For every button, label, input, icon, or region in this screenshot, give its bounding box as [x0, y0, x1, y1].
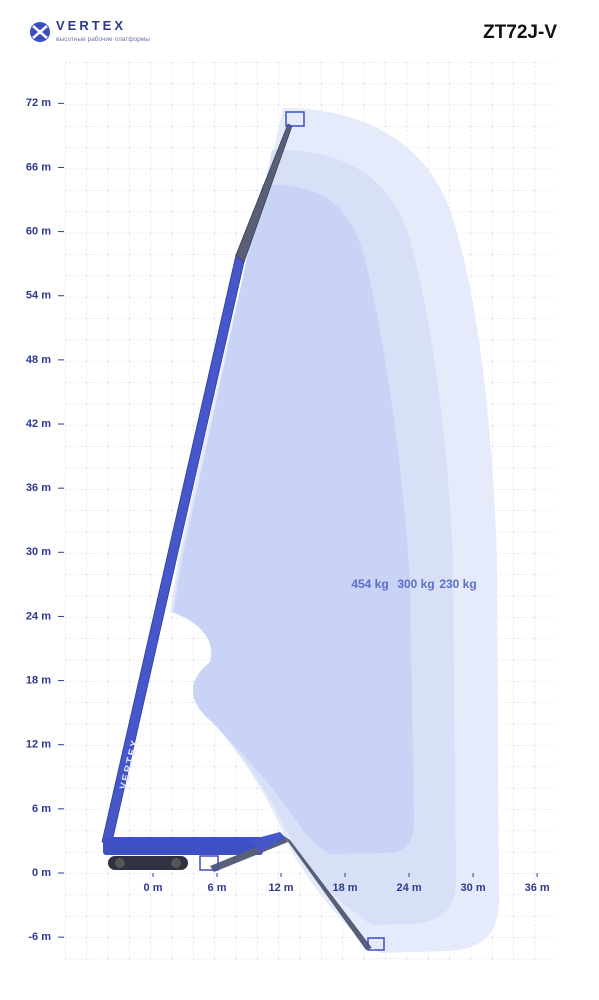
x-tick-label: 0 m: [144, 882, 163, 894]
x-tick-label: 30 m: [461, 882, 486, 894]
x-tick-label: 12 m: [269, 882, 294, 894]
y-tick-label: 0 m: [32, 867, 51, 879]
zone-label: 454 kg: [351, 577, 388, 591]
x-tick-label: 18 m: [333, 882, 358, 894]
tagline: высотные рабочие платформы: [56, 35, 150, 43]
y-tick-label: 42 m: [26, 418, 51, 430]
model-title: ZT72J-V: [483, 22, 557, 43]
y-tick-label: -6 m: [28, 931, 51, 943]
y-tick-label: 60 m: [26, 226, 51, 238]
y-tick-label: 66 m: [26, 161, 51, 173]
x-tick-label: 6 m: [208, 882, 227, 894]
y-tick-label: 72 m: [26, 97, 51, 109]
x-tick-label: 24 m: [397, 882, 422, 894]
y-tick-label: 18 m: [26, 674, 51, 686]
x-tick-label: 36 m: [525, 882, 550, 894]
y-tick-label: 24 m: [26, 610, 51, 622]
axes: 72 m 66 m 60 m 54 m 48 m 42 m 36 m 30 m 24 m 18 m…: [26, 97, 550, 943]
y-tick-label: 48 m: [26, 354, 51, 366]
zone-label: 300 kg: [397, 577, 434, 591]
zone-labels: 454 kg 300 kg 230 kg: [351, 577, 476, 591]
zone-label: 230 kg: [439, 577, 476, 591]
envelope-454: [174, 184, 414, 855]
logo-text: VERTEX: [56, 18, 126, 33]
y-tick-label: 36 m: [26, 482, 51, 494]
logo: VERTEX высотные рабочие платформы: [30, 18, 150, 43]
y-tick-label: 30 m: [26, 546, 51, 558]
y-tick-label: 12 m: [26, 739, 51, 751]
machine: VERTEX: [101, 111, 385, 951]
y-tick-label: 6 m: [32, 803, 51, 815]
y-tick-label: 54 m: [26, 290, 51, 302]
